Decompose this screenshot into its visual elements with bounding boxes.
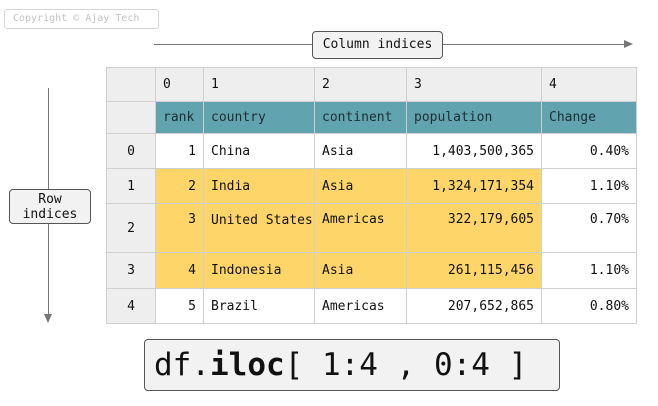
header-cell: continent [314,101,407,134]
country-cell: China [203,133,315,169]
rank-cell: 1 [155,133,204,169]
header-corner-cell [106,101,156,134]
continent-cell: Asia [314,252,407,289]
row-indices-label-line1: Row [38,192,62,207]
column-index-cell: 0 [155,67,204,102]
header-row: rank country continent population Change [106,101,637,134]
continent-cell: Asia [314,133,407,169]
rank-cell: 3 [155,203,204,253]
row-index-cell: 0 [106,133,156,169]
continent-cell: Asia [314,168,407,204]
header-cell: Change [541,101,637,134]
header-cell: population [406,101,542,134]
country-cell: India [203,168,315,204]
table-row: 3 4 Indonesia Asia 261,115,456 1.10% [106,252,637,289]
population-cell: 1,324,171,354 [406,168,542,204]
population-cell: 1,403,500,365 [406,133,542,169]
country-cell: United States [203,203,315,253]
header-cell: country [203,101,315,134]
column-indices-label: Column indices [312,31,443,59]
dataframe-table: 0 1 2 3 4 rank country continent populat… [106,67,637,324]
table-row: 4 5 Brazil Americas 207,652,865 0.80% [106,288,637,324]
row-index-cell: 3 [106,252,156,289]
continent-cell: Americas [314,203,407,253]
row-index-cell: 1 [106,168,156,204]
continent-cell: Americas [314,288,407,324]
column-axis-arrowhead [624,40,633,48]
rank-cell: 5 [155,288,204,324]
country-cell: Brazil [203,288,315,324]
table-row: 0 1 China Asia 1,403,500,365 0.40% [106,133,637,169]
rank-cell: 4 [155,252,204,289]
code-args: [ 1:4 , 0:4 ] [284,347,528,383]
country-cell: Indonesia [203,252,315,289]
column-index-cell: 2 [314,67,407,102]
column-index-cell: 1 [203,67,315,102]
row-indices-label: Row indices [9,189,91,224]
corner-cell [106,67,156,102]
rank-cell: 2 [155,168,204,204]
table-row: 2 3 United States Americas 322,179,605 0… [106,203,637,253]
population-cell: 261,115,456 [406,252,542,289]
population-cell: 322,179,605 [406,203,542,253]
change-cell: 0.80% [541,288,637,324]
code-prefix: df. [154,347,210,383]
column-index-cell: 4 [541,67,637,102]
change-cell: 1.10% [541,252,637,289]
row-indices-label-line2: indices [22,207,78,222]
population-cell: 207,652,865 [406,288,542,324]
row-index-cell: 4 [106,288,156,324]
row-index-cell: 2 [106,203,156,253]
code-method: iloc [210,347,285,383]
column-index-cell: 3 [406,67,542,102]
table-row: 1 2 India Asia 1,324,171,354 1.10% [106,168,637,204]
column-index-row: 0 1 2 3 4 [106,67,637,102]
change-cell: 0.40% [541,133,637,169]
row-axis-arrowhead [44,314,52,323]
change-cell: 0.70% [541,203,637,253]
header-cell: rank [155,101,204,134]
copyright-watermark: Copyright © Ajay Tech [4,9,159,29]
iloc-code-snippet: df.iloc[ 1:4 , 0:4 ] [144,339,560,391]
change-cell: 1.10% [541,168,637,204]
